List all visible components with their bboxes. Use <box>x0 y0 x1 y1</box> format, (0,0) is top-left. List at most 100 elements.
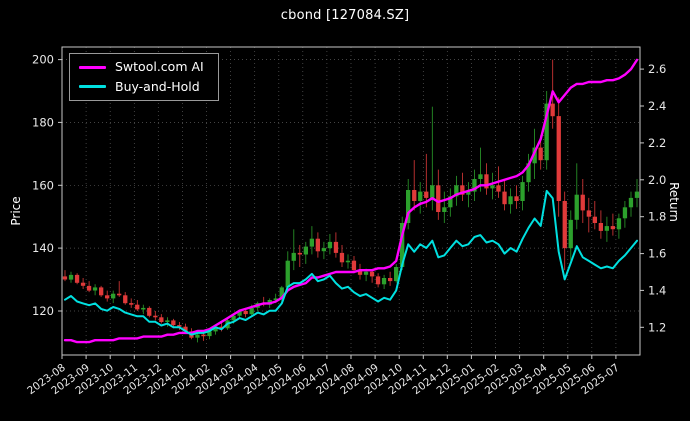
candle-up <box>406 190 411 223</box>
candle-up <box>466 191 471 195</box>
candle-down <box>171 320 176 326</box>
candle-up <box>309 238 314 247</box>
candle-up <box>237 311 242 316</box>
candle-down <box>177 325 182 327</box>
candle-up <box>207 331 212 337</box>
return-tick-label: 1.2 <box>648 320 666 334</box>
candle-down <box>117 293 122 296</box>
candle-down <box>538 147 543 161</box>
legend-label-ai: Swtool.com AI <box>115 59 204 74</box>
return-tick-label: 2.2 <box>648 136 666 150</box>
ai-line-swatch <box>79 65 106 69</box>
candle-up <box>273 298 278 300</box>
candle-up <box>526 163 531 183</box>
candle-up <box>92 287 98 291</box>
candle-down <box>183 326 188 332</box>
candle-up <box>279 287 284 299</box>
candle-up <box>195 334 200 338</box>
bh-return-line <box>64 189 638 336</box>
return-tick-label: 1.6 <box>648 247 666 261</box>
legend-item-bh: Buy-and-Hold <box>79 80 204 94</box>
candle-down <box>436 185 441 212</box>
candle-up <box>574 194 579 220</box>
legend-item-ai: Swtool.com AI <box>79 59 204 74</box>
return-tick-label: 1.4 <box>648 283 666 297</box>
candle-up <box>321 248 326 252</box>
candle-up <box>568 219 573 249</box>
candle-up <box>430 185 435 198</box>
candle-down <box>375 276 381 285</box>
candle-down <box>388 278 393 282</box>
candle-down <box>351 260 357 271</box>
candle-down <box>135 304 140 310</box>
candle-down <box>586 210 591 217</box>
candle-down <box>219 326 224 329</box>
ai-return-line <box>63 58 639 344</box>
candle-up <box>454 185 459 197</box>
candle-down <box>62 276 68 280</box>
candle-up <box>327 241 333 249</box>
chart-title: cbond [127084.SZ] <box>280 8 410 23</box>
return-tick-label: 2.6 <box>648 62 666 76</box>
candle-down <box>556 116 561 201</box>
candle-down <box>80 282 86 286</box>
candle-down <box>580 194 585 211</box>
candle-up <box>381 278 387 285</box>
candle-down <box>243 311 248 315</box>
candle-down <box>610 226 615 230</box>
candle-up <box>622 207 628 219</box>
candle-up <box>285 260 290 288</box>
candle-up <box>634 191 640 198</box>
candle-down <box>496 185 501 192</box>
candle-up <box>303 246 308 255</box>
candle-up <box>418 191 423 201</box>
candle-down <box>502 191 507 205</box>
candle-down <box>315 238 320 252</box>
candle-down <box>201 334 206 337</box>
candle-down <box>333 241 339 253</box>
candle-up <box>68 274 74 280</box>
candle-down <box>153 315 158 318</box>
candle-up <box>604 226 609 231</box>
candle-down <box>514 196 519 201</box>
candle-down <box>592 216 597 223</box>
bh-line-swatch <box>79 85 106 89</box>
candle-up <box>394 267 399 282</box>
candle-up <box>472 179 477 192</box>
candle-up <box>478 174 483 179</box>
price-tick-label: 180 <box>32 115 54 129</box>
candle-up <box>345 260 351 263</box>
candle-up <box>508 196 513 205</box>
candle-up <box>442 207 447 212</box>
price-tick-label: 140 <box>32 241 54 255</box>
candle-down <box>129 303 134 305</box>
candle-up <box>448 196 453 208</box>
candle-up <box>249 307 254 315</box>
price-axis-label: Price <box>9 195 23 226</box>
candle-down <box>297 252 302 255</box>
candle-up <box>165 320 170 322</box>
candle-down <box>424 191 429 198</box>
return-tick-label: 1.8 <box>648 210 666 224</box>
candle-down <box>339 252 345 263</box>
return-axis-label: Return <box>667 182 681 222</box>
candle-down <box>562 201 567 249</box>
candle-up <box>490 185 495 189</box>
return-tick-label: 2.0 <box>648 173 666 187</box>
candle-up <box>400 223 405 267</box>
candle-up <box>141 307 146 310</box>
price-tick-label: 200 <box>32 53 54 67</box>
candle-down <box>86 285 92 291</box>
candle-down <box>159 317 164 322</box>
candle-up <box>532 147 537 164</box>
candle-up <box>231 315 236 321</box>
candle-down <box>412 190 417 201</box>
candle-up <box>616 218 622 230</box>
candle-down <box>550 103 555 117</box>
price-tick-label: 160 <box>32 178 54 192</box>
candle-down <box>123 295 128 304</box>
candle-down <box>74 274 80 283</box>
candle-down <box>598 223 603 231</box>
candle-up <box>628 197 634 208</box>
